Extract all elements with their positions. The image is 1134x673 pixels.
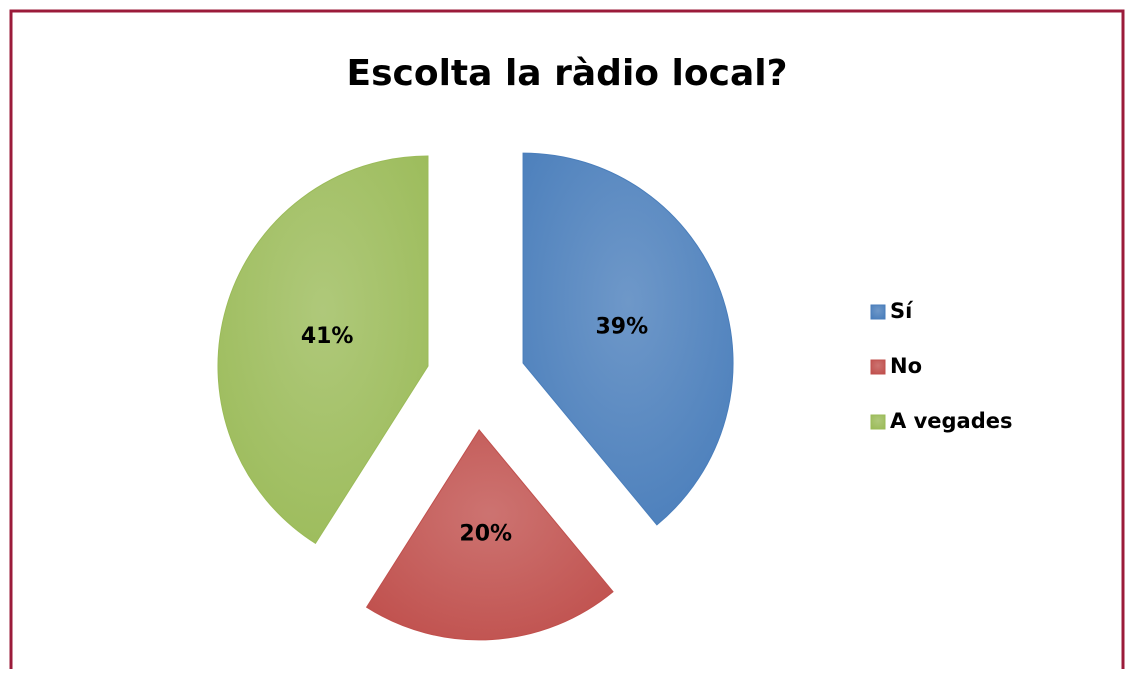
legend-label: No [890, 354, 922, 378]
data-label: 41% [301, 324, 354, 349]
data-label: 20% [459, 522, 512, 547]
legend-swatch [870, 414, 886, 430]
legend-swatch [870, 359, 886, 375]
legend-label: A vegades [890, 409, 1012, 433]
legend-swatch [870, 304, 886, 320]
chart-title: Escolta la ràdio local? [347, 53, 788, 94]
pie-slice [522, 152, 734, 526]
pie-slice [217, 155, 429, 545]
pie-slice [365, 429, 614, 641]
data-label: 39% [596, 314, 649, 339]
legend-label: Sí [890, 299, 914, 323]
